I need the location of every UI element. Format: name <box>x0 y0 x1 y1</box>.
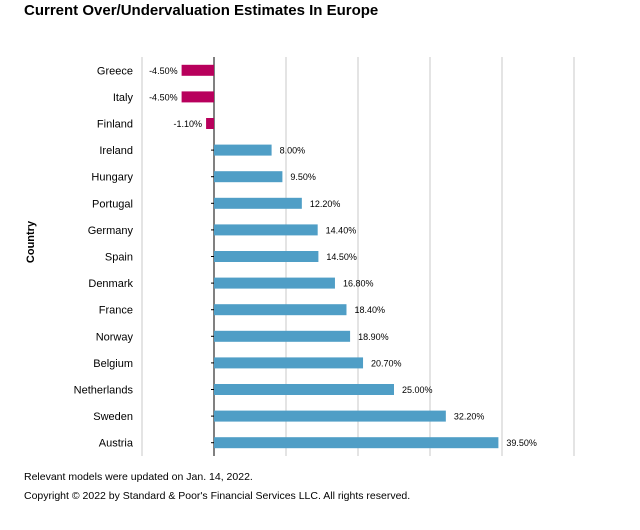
category-label: Greece <box>97 65 133 77</box>
bar-positive <box>214 197 302 209</box>
data-label: 8.00% <box>280 146 306 156</box>
data-label: 39.50% <box>506 438 537 448</box>
category-label: Netherlands <box>74 385 134 397</box>
bar-positive <box>214 330 351 342</box>
category-label: Denmark <box>88 278 133 290</box>
data-label: 25.00% <box>402 385 433 395</box>
data-label: 12.20% <box>310 199 341 209</box>
bar-positive <box>214 357 364 369</box>
data-label: 18.40% <box>354 305 385 315</box>
chart-title: Current Over/Undervaluation Estimates In… <box>24 2 379 19</box>
bar-positive <box>214 410 446 422</box>
data-label: 18.90% <box>358 332 389 342</box>
bar-negative <box>181 64 214 76</box>
bar-positive <box>214 277 335 289</box>
category-label: Italy <box>113 92 134 104</box>
category-label: Hungary <box>91 172 133 184</box>
category-label: Portugal <box>92 198 133 210</box>
data-label: 14.50% <box>326 252 357 262</box>
bar-chart: Greece -4.50% Italy -4.50% Finland -1.10% Irel… <box>74 57 575 456</box>
bar-positive <box>214 437 499 449</box>
bar-negative <box>181 91 214 103</box>
footnote-copyright: Copyright © 2022 by Standard & Poor's Fi… <box>24 490 411 502</box>
bar-positive <box>214 171 283 183</box>
data-label: 9.50% <box>290 172 316 182</box>
category-label: Austria <box>99 438 134 450</box>
category-label: Germany <box>88 225 134 237</box>
data-label: 32.20% <box>454 412 485 422</box>
bar-positive <box>214 304 347 316</box>
bar-positive <box>214 144 272 156</box>
footnote-models-updated: Relevant models were updated on Jan. 14,… <box>24 471 253 483</box>
bar-positive <box>214 384 394 395</box>
category-label: France <box>99 305 133 317</box>
data-label: 20.70% <box>371 358 402 368</box>
data-label: -4.50% <box>149 92 178 102</box>
data-label: 16.80% <box>343 279 374 289</box>
bar-positive <box>214 224 318 236</box>
data-label: -1.10% <box>174 119 203 129</box>
category-label: Norway <box>96 331 134 343</box>
category-label: Sweden <box>93 411 133 423</box>
data-label: -4.50% <box>149 66 178 76</box>
category-label: Ireland <box>99 145 133 157</box>
category-label: Belgium <box>93 358 133 370</box>
bar-positive <box>214 251 319 262</box>
data-label: 14.40% <box>326 225 357 235</box>
category-label: Finland <box>97 119 133 131</box>
category-label: Spain <box>105 252 133 264</box>
bar-negative <box>206 118 214 129</box>
